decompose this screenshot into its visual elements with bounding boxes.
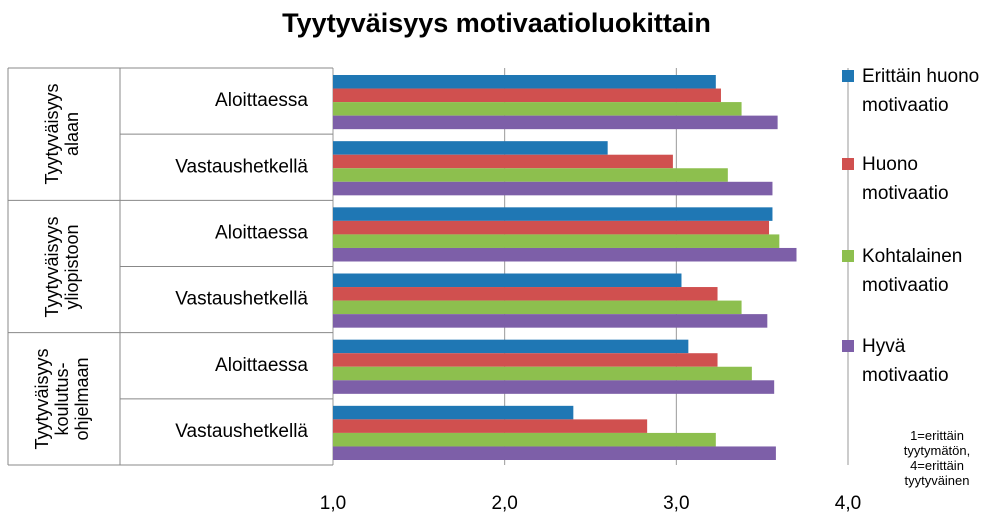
legend-swatch [842,70,854,82]
y-tick-label: Aloittaessa [215,222,308,243]
bar [333,234,780,248]
bar [333,220,770,235]
legend-swatch [842,340,854,352]
bar [333,432,716,447]
bar [333,102,742,116]
bar [333,314,768,328]
x-tick-label: 4,0 [835,493,861,514]
bar [333,247,797,262]
bar [333,353,718,367]
bar [333,446,776,460]
chart-title: Tyytyväisyys motivaatioluokittain [282,8,711,38]
group-label: Tyytyväisyys koulutus- ohjelmaan [32,348,92,450]
bar [333,115,778,130]
x-tick-label: 1,0 [320,493,346,514]
bar [333,168,728,182]
bar [333,207,773,221]
bar [333,88,721,103]
bar [333,339,689,354]
bar [333,273,682,288]
group-label: Tyytyväisyys alaan [42,83,82,185]
bar [333,287,718,301]
x-tick-label: 2,0 [491,493,517,514]
y-tick-label: Vastaushetkellä [175,156,308,177]
legend-swatch [842,158,854,170]
bar [333,75,716,89]
bar [333,405,574,420]
legend-label: Huono motivaatio [862,154,949,204]
y-tick-label: Vastaushetkellä [175,421,308,442]
y-tick-label: Aloittaessa [215,90,308,111]
bar [333,154,673,169]
bar [333,366,752,381]
bar [333,380,775,394]
legend-swatch [842,250,854,262]
bar [333,300,742,315]
bar [333,419,648,433]
legend-label: Erittäin huono motivaatio [862,66,980,116]
legend-label: Hyvä motivaatio [862,336,949,386]
legend-label: Kohtalainen motivaatio [862,246,963,296]
bar [333,181,773,196]
y-tick-label: Aloittaessa [215,355,308,376]
x-tick-label: 3,0 [663,493,689,514]
group-label: Tyytyväisyys yliopistoon [42,215,82,318]
bar [333,141,608,155]
y-tick-label: Vastaushetkellä [175,289,308,310]
note: 1=erittäin tyytymätön, 4=erittäin tyytyv… [903,428,971,488]
